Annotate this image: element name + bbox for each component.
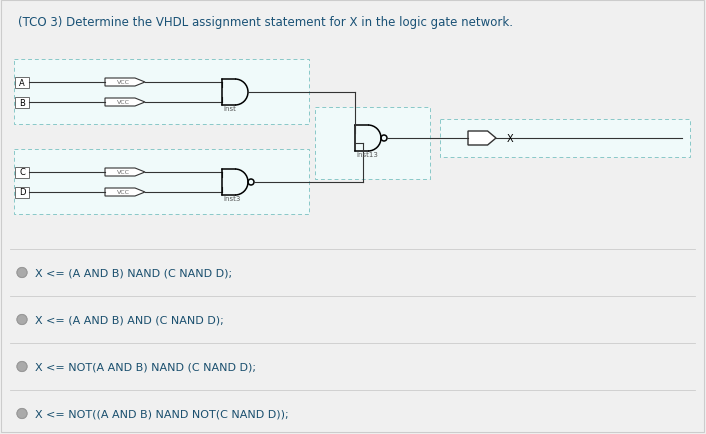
Polygon shape: [105, 188, 145, 197]
Bar: [15, 167, 29, 178]
Bar: [15, 187, 29, 198]
Bar: [440, 120, 690, 158]
Text: A: A: [19, 78, 25, 87]
Text: VCC: VCC: [116, 100, 129, 105]
Text: X: X: [507, 134, 514, 144]
Text: D: D: [19, 188, 25, 197]
Polygon shape: [105, 99, 145, 107]
Text: inst: inst: [223, 106, 236, 112]
Bar: [315, 108, 430, 180]
Text: VCC: VCC: [116, 170, 129, 175]
Circle shape: [17, 362, 27, 372]
Text: B: B: [19, 98, 25, 107]
Text: inst13: inst13: [356, 151, 378, 158]
Text: X <= (A AND B) NAND (C NAND D);: X <= (A AND B) NAND (C NAND D);: [35, 268, 232, 278]
Polygon shape: [105, 79, 145, 87]
Polygon shape: [105, 169, 145, 177]
Text: (TCO 3) Determine the VHDL assignment statement for X in the logic gate network.: (TCO 3) Determine the VHDL assignment st…: [18, 16, 513, 29]
Polygon shape: [468, 132, 496, 146]
Bar: [15, 77, 29, 88]
Text: X <= (A AND B) AND (C NAND D);: X <= (A AND B) AND (C NAND D);: [35, 315, 224, 325]
Text: C: C: [19, 168, 25, 177]
Text: inst3: inst3: [223, 196, 240, 201]
Text: VCC: VCC: [116, 190, 129, 195]
Circle shape: [17, 268, 27, 278]
Text: VCC: VCC: [116, 80, 129, 85]
Circle shape: [17, 408, 27, 418]
Bar: [14, 60, 309, 125]
Circle shape: [17, 315, 27, 325]
Text: X <= NOT(A AND B) NAND (C NAND D);: X <= NOT(A AND B) NAND (C NAND D);: [35, 362, 256, 372]
Bar: [15, 97, 29, 108]
Bar: [14, 150, 309, 214]
Text: X <= NOT((A AND B) NAND NOT(C NAND D));: X <= NOT((A AND B) NAND NOT(C NAND D));: [35, 408, 289, 418]
